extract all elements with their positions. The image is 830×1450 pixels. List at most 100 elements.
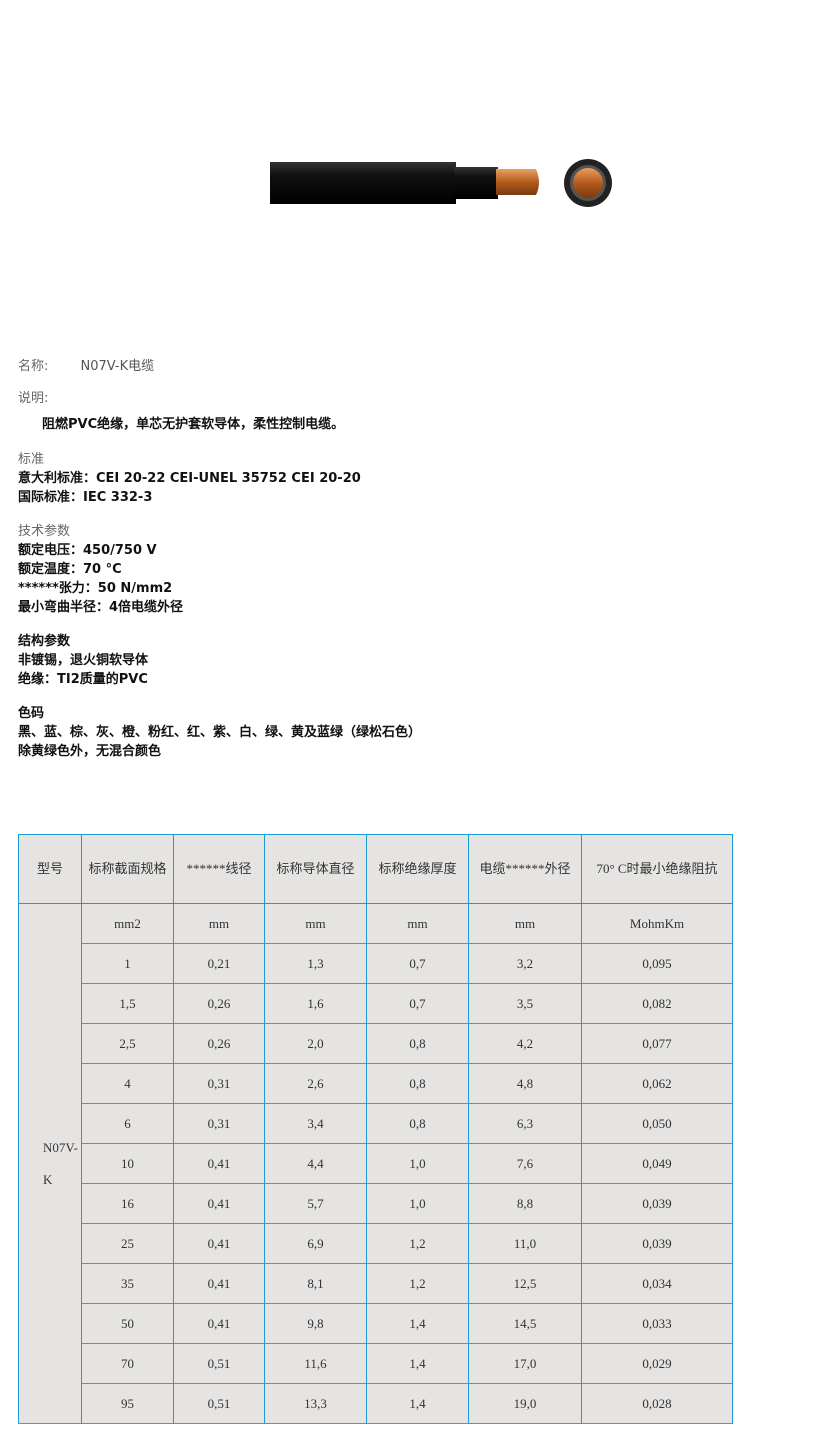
table-cell: 0,51 (173, 1343, 265, 1384)
standard-line: 国际标准：IEC 332-3 (18, 490, 153, 505)
table-cell: 1,4 (366, 1383, 469, 1424)
table-cell: 0,41 (173, 1223, 265, 1264)
table-row: 50 0,41 9,8 1,4 14,5 0,033 (19, 1303, 733, 1344)
table-cell: 0,095 (581, 943, 733, 984)
unit-cell: mm (468, 903, 582, 944)
table-header: 标称导体直径 (264, 834, 367, 904)
table-cell: 0,31 (173, 1103, 265, 1144)
table-cell: 0,050 (581, 1103, 733, 1144)
table-cell: 0,8 (366, 1063, 469, 1104)
table-row: 35 0,41 8,1 1,2 12,5 0,034 (19, 1263, 733, 1304)
table-cell: 1,2 (366, 1263, 469, 1304)
table-cell: 0,41 (173, 1263, 265, 1304)
table-cell: 0,41 (173, 1303, 265, 1344)
table-cell: 19,0 (468, 1383, 582, 1424)
table-cell: 0,7 (366, 943, 469, 984)
table-cell: 1,5 (81, 983, 174, 1024)
table-cell: 1,6 (264, 983, 367, 1024)
table-cell: 7,6 (468, 1143, 582, 1184)
table-cell: 13,3 (264, 1383, 367, 1424)
table-cell: 6 (81, 1103, 174, 1144)
table-cell: 8,8 (468, 1183, 582, 1224)
colors-line: 除黄绿色外，无混合颜色 (18, 744, 162, 759)
standard-line: 意大利标准：CEI 20-22 CEI-UNEL 35752 CEI 20-20 (18, 471, 361, 486)
table-cell: 0,062 (581, 1063, 733, 1104)
table-header: 型号 (18, 834, 82, 904)
table-cell: 0,21 (173, 943, 265, 984)
table-cell: 0,26 (173, 983, 265, 1024)
table-cell: 5,7 (264, 1183, 367, 1224)
table-cell: 0,51 (173, 1383, 265, 1424)
table-cell: 0,039 (581, 1183, 733, 1224)
structure-title: 结构参数 (18, 634, 71, 649)
table-cell: 3,4 (264, 1103, 367, 1144)
table-cell: 3,2 (468, 943, 582, 984)
table-cell: 1,3 (264, 943, 367, 984)
table-cell: 2,5 (81, 1023, 174, 1064)
table-cell: 0,033 (581, 1303, 733, 1344)
table-cell: 4,4 (264, 1143, 367, 1184)
tech-section: 技术参数 额定电压：450/750 V 额定温度：70 °C ******张力：… (18, 522, 183, 617)
tech-line: 额定电压：450/750 V (18, 543, 157, 558)
model-cell: N07V-K (18, 903, 82, 1424)
table-cell: 0,077 (581, 1023, 733, 1064)
table-cell: 70 (81, 1343, 174, 1384)
table-cell: 11,6 (264, 1343, 367, 1384)
cable-image (270, 159, 612, 207)
table-cell: 6,3 (468, 1103, 582, 1144)
unit-cell: mm (264, 903, 367, 944)
unit-cell: mm (366, 903, 469, 944)
name-value: N07V-K电缆 (80, 359, 155, 374)
tech-line: 额定温度：70 °C (18, 562, 122, 577)
table-cell: 8,1 (264, 1263, 367, 1304)
table-cell: 1,0 (366, 1143, 469, 1184)
table-cell: 0,8 (366, 1103, 469, 1144)
unit-cell: mm2 (81, 903, 174, 944)
standards-section: 标准 意大利标准：CEI 20-22 CEI-UNEL 35752 CEI 20… (18, 450, 361, 507)
table-cell: 0,8 (366, 1023, 469, 1064)
table-cell: 10 (81, 1143, 174, 1184)
table-cell: 17,0 (468, 1343, 582, 1384)
standards-title: 标准 (18, 452, 45, 467)
table-cell: 1 (81, 943, 174, 984)
table-cell: 0,41 (173, 1183, 265, 1224)
table-cell: 35 (81, 1263, 174, 1304)
description-label: 说明: (18, 391, 49, 406)
table-cell: 6,9 (264, 1223, 367, 1264)
table-header: ******线径 (173, 834, 265, 904)
table-row: 2,5 0,26 2,0 0,8 4,2 0,077 (19, 1023, 733, 1064)
structure-section: 结构参数 非镀锡，退火铜软导体 绝缘：TI2质量的PVC (18, 632, 148, 689)
table-cell: 1,4 (366, 1303, 469, 1344)
table-cell: 14,5 (468, 1303, 582, 1344)
table-row: 4 0,31 2,6 0,8 4,8 0,062 (19, 1063, 733, 1104)
table-row: 70 0,51 11,6 1,4 17,0 0,029 (19, 1343, 733, 1384)
table-cell: 0,7 (366, 983, 469, 1024)
table-cell: 1,0 (366, 1183, 469, 1224)
table-cell: 50 (81, 1303, 174, 1344)
table-cell: 0,028 (581, 1383, 733, 1424)
table-row: 95 0,51 13,3 1,4 19,0 0,028 (19, 1383, 733, 1424)
table-cell: 2,0 (264, 1023, 367, 1064)
structure-line: 非镀锡，退火铜软导体 (18, 653, 149, 668)
table-header: 电缆******外径 (468, 834, 582, 904)
tech-line: 最小弯曲半径：4倍电缆外径 (18, 600, 184, 615)
table-cell: 3,5 (468, 983, 582, 1024)
table-cell: 0,082 (581, 983, 733, 1024)
table-cell: 9,8 (264, 1303, 367, 1344)
table-row: 25 0,41 6,9 1,2 11,0 0,039 (19, 1223, 733, 1264)
table-cell: 16 (81, 1183, 174, 1224)
table-cell: 0,039 (581, 1223, 733, 1264)
colors-line: 黑、蓝、棕、灰、橙、粉红、红、紫、白、绿、黄及蓝绿（绿松石色） (18, 725, 422, 740)
spec-table: 型号 标称截面规格 ******线径 标称导体直径 标称绝缘厚度 电缆******外径 70… (18, 834, 733, 1424)
table-cell: 25 (81, 1223, 174, 1264)
table-cell: 4,8 (468, 1063, 582, 1104)
table-cell: 4 (81, 1063, 174, 1104)
unit-cell: MohmKm (581, 903, 733, 944)
table-cell: 0,31 (173, 1063, 265, 1104)
table-cell: 1,2 (366, 1223, 469, 1264)
table-cell: 4,2 (468, 1023, 582, 1064)
table-header: 标称截面规格 (81, 834, 174, 904)
structure-line: 绝缘：TI2质量的PVC (18, 672, 148, 687)
tech-title: 技术参数 (18, 524, 71, 539)
table-cell: 2,6 (264, 1063, 367, 1104)
